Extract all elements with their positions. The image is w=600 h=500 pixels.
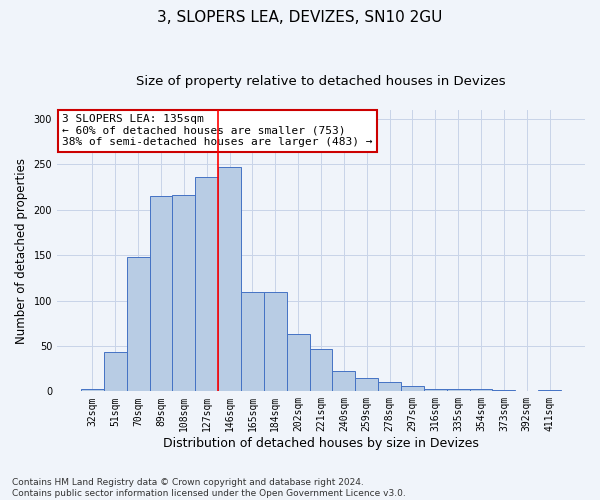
Bar: [447, 388, 470, 392]
Bar: [470, 388, 493, 392]
Bar: [172, 196, 196, 392]
Y-axis label: Number of detached properties: Number of detached properties: [15, 158, 28, 344]
Bar: [149, 196, 172, 392]
Bar: [241, 292, 264, 392]
Bar: [264, 292, 287, 392]
Bar: [538, 390, 561, 392]
Bar: [218, 167, 241, 392]
Bar: [401, 386, 424, 392]
Bar: [332, 372, 355, 392]
Bar: [81, 388, 104, 392]
Bar: [310, 348, 332, 392]
Text: 3 SLOPERS LEA: 135sqm
← 60% of detached houses are smaller (753)
38% of semi-det: 3 SLOPERS LEA: 135sqm ← 60% of detached …: [62, 114, 373, 148]
Bar: [355, 378, 378, 392]
Bar: [287, 334, 310, 392]
Title: Size of property relative to detached houses in Devizes: Size of property relative to detached ho…: [136, 75, 506, 88]
Text: 3, SLOPERS LEA, DEVIZES, SN10 2GU: 3, SLOPERS LEA, DEVIZES, SN10 2GU: [157, 10, 443, 25]
Bar: [493, 390, 515, 392]
Bar: [378, 382, 401, 392]
Bar: [196, 177, 218, 392]
Bar: [127, 257, 149, 392]
Bar: [104, 352, 127, 392]
X-axis label: Distribution of detached houses by size in Devizes: Distribution of detached houses by size …: [163, 437, 479, 450]
Bar: [424, 388, 447, 392]
Text: Contains HM Land Registry data © Crown copyright and database right 2024.
Contai: Contains HM Land Registry data © Crown c…: [12, 478, 406, 498]
